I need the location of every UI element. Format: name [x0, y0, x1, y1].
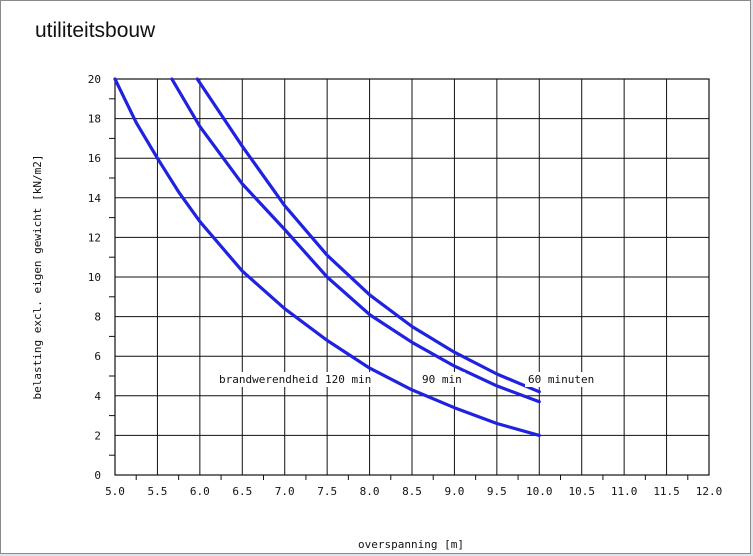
x-tick-label: 9.0 [444, 485, 464, 498]
x-tick-label: 7.5 [317, 485, 337, 498]
x-tick-label: 11.5 [653, 485, 680, 498]
y-tick-label: 14 [88, 192, 102, 205]
y-tick-label: 8 [94, 311, 101, 324]
x-tick-label: 8.5 [402, 485, 422, 498]
series-label-90-min: 90 min [422, 373, 462, 386]
x-tick-label: 6.5 [232, 485, 252, 498]
x-tick-label: 10.0 [526, 485, 553, 498]
x-tick-label: 11.0 [611, 485, 638, 498]
x-tick-label: 8.0 [360, 485, 380, 498]
x-tick-label: 5.0 [105, 485, 125, 498]
series-label-120-min: brandwerendheid 120 min [219, 373, 371, 386]
y-tick-label: 6 [94, 350, 101, 363]
y-tick-label: 10 [88, 271, 101, 284]
y-tick-label: 4 [94, 390, 101, 403]
x-tick-label: 6.0 [190, 485, 210, 498]
x-tick-label: 9.5 [487, 485, 507, 498]
y-tick-label: 16 [88, 152, 101, 165]
x-tick-label: 5.5 [147, 485, 167, 498]
x-axis-label: overspanning [m] [358, 538, 464, 551]
x-tick-label: 12.0 [696, 485, 723, 498]
series-label-60-minuten: 60 minuten [528, 373, 594, 386]
y-tick-label: 18 [88, 113, 101, 126]
y-axis-label: belasting excl. eigen gewicht [kN/m2] [31, 154, 44, 399]
x-tick-label: 10.5 [568, 485, 595, 498]
y-tick-label: 12 [88, 231, 101, 244]
x-tick-label: 7.0 [275, 485, 295, 498]
series-line-2 [197, 79, 539, 392]
y-tick-label: 0 [94, 469, 101, 482]
y-tick-label: 20 [88, 73, 101, 86]
y-tick-label: 2 [94, 429, 101, 442]
series-line-1 [172, 79, 539, 402]
